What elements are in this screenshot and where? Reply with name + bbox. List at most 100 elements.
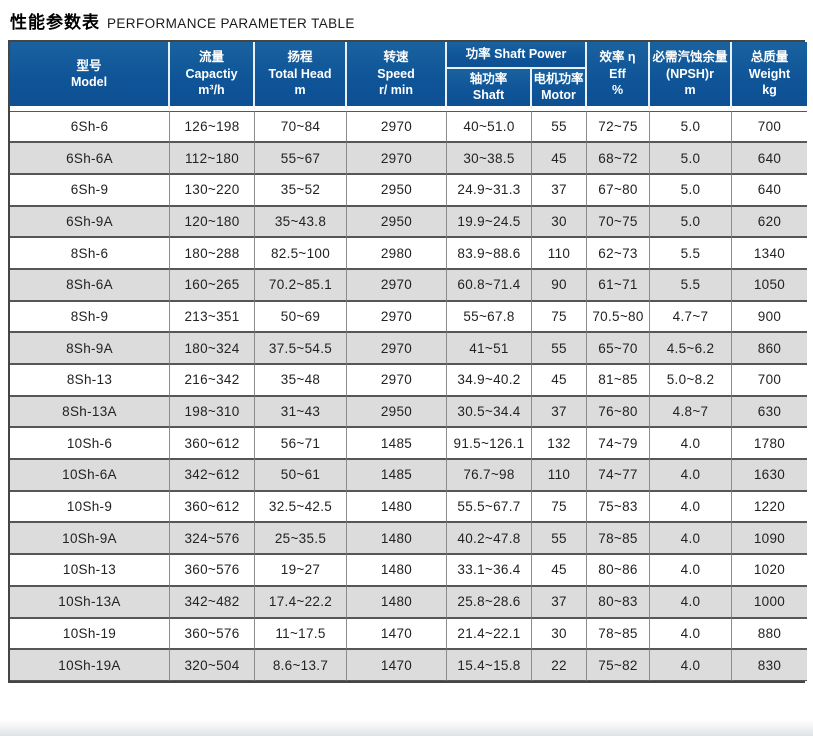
table-cell-weight: 630 [732, 395, 807, 428]
table-cell-eff: 75~83 [587, 490, 650, 523]
table-row: 10Sh-9A 324~576 25~35.5 1480 40.2~47.8 55 78~8… [10, 522, 807, 555]
table-cell-model: 6Sh-6A [10, 142, 170, 174]
table-cell-motor-power: 55 [532, 522, 587, 555]
table-cell-head: 35~52 [255, 173, 347, 206]
col-header-shaft-power-group-label: 功率 Shaft Power [465, 47, 567, 62]
bottom-fade-decoration [0, 720, 813, 736]
col-header-weight: 总质量 Weight kg [732, 42, 807, 111]
table-cell-speed: 2970 [347, 110, 447, 143]
table-cell-weight: 640 [732, 142, 807, 174]
col-header-model: 型号 Model [10, 42, 170, 111]
col-header-capacity: 流量 Capactiy m³/h [170, 42, 255, 111]
table-cell-eff: 62~73 [587, 237, 650, 269]
table-cell-weight: 640 [732, 173, 807, 206]
table-row: 8Sh-13 216~342 35~48 2970 34.9~40.2 45 81~85 5.… [10, 364, 807, 396]
page-title-en: PERFORMANCE PARAMETER TABLE [107, 16, 355, 31]
table-cell-capacity: 342~482 [170, 585, 255, 618]
table-cell-head: 82.5~100 [255, 237, 347, 269]
table-cell-capacity: 198~310 [170, 395, 255, 428]
table-cell-capacity: 180~324 [170, 332, 255, 364]
table-cell-eff: 81~85 [587, 364, 650, 396]
table-cell-speed: 1470 [347, 649, 447, 681]
table-cell-model: 10Sh-9 [10, 490, 170, 523]
table-cell-weight: 1020 [732, 554, 807, 586]
table-cell-head: 35~48 [255, 364, 347, 396]
table-cell-shaft-power: 60.8~71.4 [447, 268, 532, 301]
table-cell-weight: 900 [732, 300, 807, 333]
table-cell-npsh: 4.0 [650, 617, 732, 650]
table-cell-model: 10Sh-13 [10, 554, 170, 586]
table-cell-head: 25~35.5 [255, 522, 347, 555]
table-cell-weight: 700 [732, 110, 807, 143]
table-cell-weight: 830 [732, 649, 807, 681]
table-cell-eff: 74~77 [587, 459, 650, 491]
table-cell-shaft-power: 55~67.8 [447, 300, 532, 333]
page-title-zh: 性能参数表 [10, 13, 100, 32]
table-cell-capacity: 216~342 [170, 364, 255, 396]
table-cell-weight: 1090 [732, 522, 807, 555]
table-cell-head: 70~84 [255, 110, 347, 143]
table-cell-eff: 76~80 [587, 395, 650, 428]
table-cell-npsh: 4.0 [650, 522, 732, 555]
table-cell-npsh: 4.0 [650, 490, 732, 523]
table-cell-eff: 61~71 [587, 268, 650, 301]
table-cell-motor-power: 90 [532, 268, 587, 301]
table-cell-capacity: 360~576 [170, 554, 255, 586]
table-cell-motor-power: 37 [532, 173, 587, 206]
table-cell-shaft-power: 24.9~31.3 [447, 173, 532, 206]
table-cell-motor-power: 37 [532, 585, 587, 618]
table-cell-shaft-power: 30~38.5 [447, 142, 532, 174]
table-cell-speed: 2950 [347, 205, 447, 238]
table-cell-capacity: 180~288 [170, 237, 255, 269]
table-cell-shaft-power: 40.2~47.8 [447, 522, 532, 555]
table-cell-capacity: 324~576 [170, 522, 255, 555]
table-cell-speed: 1480 [347, 585, 447, 618]
table-cell-model: 6Sh-6 [10, 110, 170, 143]
table-cell-npsh: 4.0 [650, 554, 732, 586]
col-header-npsh-zh: 必需汽蚀余量 [652, 50, 728, 65]
table-cell-shaft-power: 41~51 [447, 332, 532, 364]
table-cell-speed: 1480 [347, 522, 447, 555]
table-row: 8Sh-13A 198~310 31~43 2950 30.5~34.4 37 76~80 4… [10, 395, 807, 428]
table-cell-npsh: 5.0 [650, 173, 732, 206]
table-cell-head: 8.6~13.7 [255, 649, 347, 681]
table-cell-weight: 700 [732, 364, 807, 396]
table-cell-npsh: 4.0 [650, 649, 732, 681]
table-body: 6Sh-6 126~198 70~84 2970 40~51.0 55 72~75 5.0 70… [10, 110, 807, 681]
table-cell-model: 6Sh-9 [10, 173, 170, 206]
table-cell-eff: 75~82 [587, 649, 650, 681]
table-cell-npsh: 4.0 [650, 459, 732, 491]
col-header-eff-en: Eff [609, 66, 626, 81]
table-row: 10Sh-13 360~576 19~27 1480 33.1~36.4 45 80~86 4… [10, 554, 807, 586]
col-header-npsh-unit: m [684, 82, 696, 97]
performance-table: 型号 Model 流量 Capactiy m³/h 扬程 Total Head … [8, 40, 807, 683]
table-cell-npsh: 4.0 [650, 427, 732, 460]
table-cell-weight: 1000 [732, 585, 807, 618]
table-cell-shaft-power: 34.9~40.2 [447, 364, 532, 396]
table-cell-shaft-power: 83.9~88.6 [447, 237, 532, 269]
col-header-speed: 转速 Speed r/ min [347, 42, 447, 111]
table-cell-speed: 2970 [347, 142, 447, 174]
table-cell-npsh: 4.5~6.2 [650, 332, 732, 364]
col-header-capacity-en: Capactiy [185, 66, 238, 81]
table-cell-speed: 2950 [347, 173, 447, 206]
table-cell-npsh: 5.5 [650, 268, 732, 301]
table-cell-head: 17.4~22.2 [255, 585, 347, 618]
table-row: 10Sh-6 360~612 56~71 1485 91.5~126.1 132 74~79… [10, 427, 807, 460]
table-cell-capacity: 360~612 [170, 490, 255, 523]
table-cell-weight: 1220 [732, 490, 807, 523]
table-cell-model: 8Sh-13A [10, 395, 170, 428]
table-cell-speed: 2980 [347, 237, 447, 269]
table-cell-eff: 68~72 [587, 142, 650, 174]
table-cell-model: 10Sh-6 [10, 427, 170, 460]
table-cell-speed: 2970 [347, 364, 447, 396]
table-cell-capacity: 213~351 [170, 300, 255, 333]
table-cell-weight: 1340 [732, 237, 807, 269]
col-header-eff-zh: 效率 η [599, 50, 636, 65]
col-header-speed-en: Speed [377, 66, 415, 81]
table-cell-eff: 78~85 [587, 617, 650, 650]
table-cell-motor-power: 132 [532, 427, 587, 460]
col-header-total-head-en: Total Head [268, 66, 332, 81]
table-row: 10Sh-6A 342~612 50~61 1485 76.7~98 110 74~77 4.… [10, 459, 807, 491]
table-cell-speed: 2970 [347, 332, 447, 364]
